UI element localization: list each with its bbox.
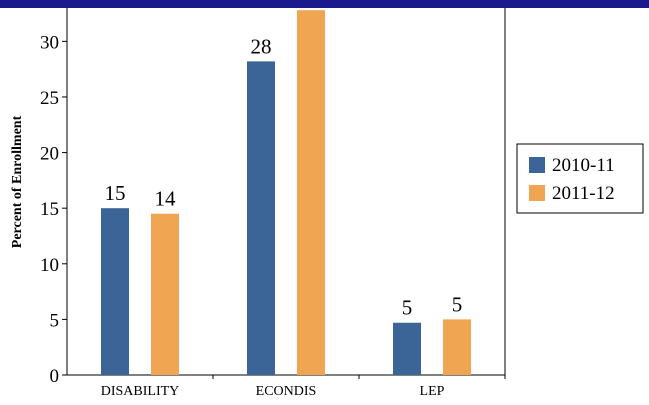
x-tick-label: DISABILITY [101,384,180,399]
y-axis-label: Percent of Enrollment [10,115,25,248]
y-tick-label: 15 [40,199,59,220]
legend-box [516,143,644,214]
legend-swatch-2011-12 [529,185,545,201]
y-tick-label: 25 [40,88,59,109]
y-tick-label: 30 [40,32,59,53]
bar-2011-12-ECONDIS [297,10,325,375]
bar-value-label: 5 [402,296,413,320]
header-bar [0,0,649,8]
legend: 2010-11 2011-12 [516,143,644,214]
legend-label-2010-11: 2010-11 [552,155,615,176]
bar-value-label: 28 [251,34,272,58]
y-tick-label: 0 [50,366,60,387]
y-tick-label: 20 [40,144,59,165]
bar-value-label: 5 [452,292,463,316]
legend-label-2011-12: 2011-12 [552,183,615,204]
bar-value-label: 14 [155,187,177,211]
bar-2010-11-LEP [393,322,421,375]
x-tick-label: LEP [420,384,445,399]
bar-2010-11-DISABILITY [101,208,129,375]
bar-2011-12-LEP [443,319,471,375]
y-tick-label: 5 [50,310,60,331]
legend-swatch-2010-11 [529,157,545,173]
plot-area: 0 5 10 15 20 25 30 15 14 DISABILITY 28 ECONDIS 5 5 LEP [40,8,506,399]
x-tick-label: ECONDIS [256,384,317,399]
bar-2010-11-ECONDIS [247,61,275,376]
bar-2011-12-DISABILITY [151,213,179,375]
y-tick-label: 10 [40,255,59,276]
bar-value-label: 15 [105,181,126,205]
